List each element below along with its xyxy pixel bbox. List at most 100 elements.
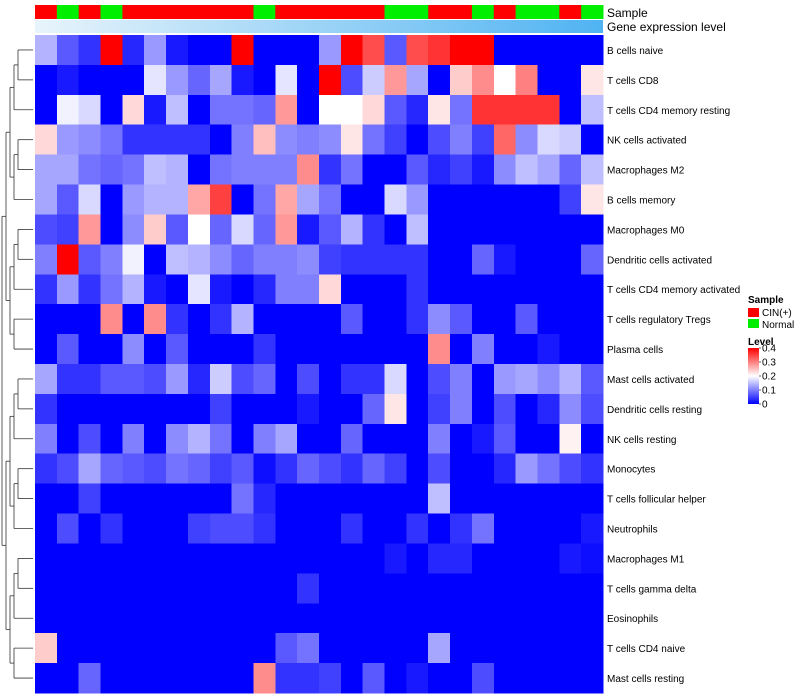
level-legend-title: Level [748,337,774,348]
heatmap-cell [297,423,320,455]
heatmap-cell [362,214,386,245]
heatmap-cell [275,663,298,694]
heatmap-cell [187,35,211,66]
heatmap-cell [35,304,58,335]
heatmap-cell [493,274,517,305]
heatmap-cell [231,393,255,425]
heatmap-cell [581,513,604,545]
heatmap-cell [581,274,604,305]
heatmap-cell [187,573,211,604]
heatmap-cell [340,154,364,186]
row-label: T cells follicular helper [607,495,706,506]
heatmap-cell [35,244,58,275]
heatmap-cell [493,304,517,335]
heatmap-cell [340,94,364,126]
heatmap-cell [515,124,539,156]
heatmap-cell [144,423,167,455]
heatmap-cell [275,64,298,96]
heatmap-cell [78,124,102,156]
heatmap-cell [144,453,167,485]
heatmap-cell [471,364,495,395]
heatmap-cell [559,184,582,216]
heatmap-cell [471,483,495,515]
heatmap-cell [187,214,211,245]
heatmap-cell [275,304,298,335]
heatmap-cell [253,603,276,634]
heatmap-cell [253,94,276,126]
heatmap-cell [581,94,604,126]
row-label: T cells CD4 memory activated [607,285,740,296]
heatmap-cell [35,603,58,634]
heatmap-cell [166,423,189,455]
heatmap-cell [187,543,211,574]
heatmap-cell [340,35,364,66]
heatmap-cell [166,453,189,485]
heatmap-cell [406,603,429,634]
heatmap-cell [209,364,233,395]
heatmap-cell [362,633,386,664]
heatmap-cell [100,244,123,275]
heatmap-cell [122,364,145,395]
heatmap-cell [297,334,320,365]
heatmap-cell [471,304,495,335]
heatmap-cell [275,364,298,395]
sample-cell [209,5,233,19]
heatmap-cell [187,184,211,216]
level-tick-label: 0.4 [762,344,776,355]
row-label: Neutrophils [607,525,658,536]
heatmap-cell [471,64,495,96]
heatmap-cell [428,334,451,365]
heatmap-cell [537,274,560,305]
heatmap-cell [56,393,80,425]
heatmap-cell [253,513,276,545]
heatmap-cell [340,423,364,455]
heatmap-cell [515,94,539,126]
heatmap-cell [319,603,342,634]
heatmap-cell [35,573,58,604]
heatmap-cell [559,663,582,694]
heatmap-cell [78,633,102,664]
heatmap-cell [559,393,582,425]
heatmap-cell [231,214,255,245]
heatmap-cell [471,214,495,245]
heatmap-cell [35,633,58,664]
heatmap-cell [144,603,167,634]
heatmap-cell [78,304,102,335]
heatmap-cell [450,304,473,335]
heatmap-cell [231,663,255,694]
heatmap-cell [209,453,233,485]
heatmap-cell [122,543,145,574]
heatmap-cell [122,35,145,66]
heatmap-cell [515,214,539,245]
heatmap-cell [78,244,102,275]
heatmap-cell [559,513,582,545]
heatmap-cell [537,304,560,335]
heatmap-cell [559,483,582,515]
heatmap-cell [406,184,429,216]
heatmap-cell [253,663,276,694]
heatmap-cell [100,64,123,96]
heatmap-cell [100,124,123,156]
heatmap-cell [537,423,560,455]
heatmap-cell [428,573,451,604]
heatmap-cell [56,334,80,365]
heatmap-cell [275,603,298,634]
heatmap-cell [581,453,604,485]
heatmap-cell [537,603,560,634]
heatmap-cell [450,603,473,634]
heatmap-cell [209,573,233,604]
heatmap-cell [56,483,80,515]
heatmap-cell [384,244,407,275]
heatmap-cell [56,513,80,545]
gene-expression-track-label: Gene expression level [607,20,726,34]
sample-cell [559,5,582,19]
heatmap-cell [406,423,429,455]
heatmap-cell [275,423,298,455]
sample-cell [471,5,495,19]
heatmap-cell [362,124,386,156]
heatmap-cell [384,573,407,604]
heatmap-cell [428,453,451,485]
heatmap-cell [144,64,167,96]
heatmap-cell [384,543,407,574]
level-colorbar-ticks: 0.4 0.3 0.2 0.1 0 [759,344,776,411]
